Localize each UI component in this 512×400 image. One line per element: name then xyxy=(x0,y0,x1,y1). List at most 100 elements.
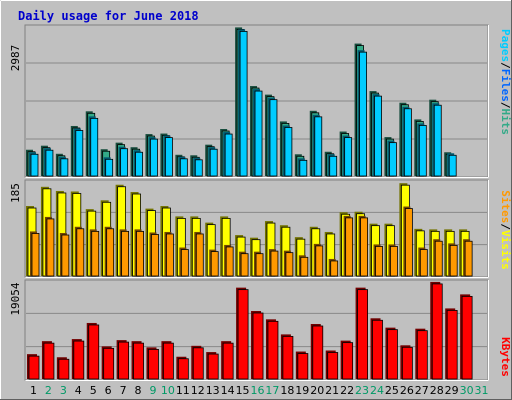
sites-bar xyxy=(464,240,473,277)
legend-sep-3: / xyxy=(499,223,512,230)
sites-bar xyxy=(240,253,249,277)
sites-bar xyxy=(375,246,383,277)
kbytes-bar xyxy=(192,347,204,380)
x-tick-labels: 1 2 3 4 5 6 7 8 9 10 11 12 13 14 15 16 17 18 19 20 21 22 23 24 2… xyxy=(30,384,489,397)
x-tick-label: 12 xyxy=(191,384,205,397)
x-tick-label: 3 xyxy=(60,384,67,397)
sites-bar xyxy=(360,217,368,277)
x-tick-label: 24 xyxy=(370,384,384,397)
mid-legend: Sites/Visits xyxy=(499,190,512,270)
chart-title: Daily usage for June 2018 xyxy=(18,9,199,23)
kbytes-bar xyxy=(237,289,249,380)
files-bar xyxy=(359,51,367,177)
kbytes-bar xyxy=(163,342,174,380)
kbytes-bar xyxy=(118,341,130,380)
panel-frames xyxy=(24,24,489,381)
sites-bar xyxy=(91,230,100,277)
files-bar xyxy=(45,149,54,177)
kbytes-bar xyxy=(252,312,264,380)
top-max-label: 2987 xyxy=(9,45,22,72)
legend-sep-1: / xyxy=(499,62,512,69)
files-bar xyxy=(269,99,278,177)
kbytes-bar xyxy=(401,346,413,380)
files-bar xyxy=(60,158,69,177)
x-tick-label: 22 xyxy=(340,384,354,397)
kbytes-bar xyxy=(357,289,368,380)
x-tick-label: 29 xyxy=(445,384,459,397)
x-tick-label: 15 xyxy=(236,384,250,397)
files-bar xyxy=(194,159,203,177)
files-bar xyxy=(120,148,129,177)
bars xyxy=(26,27,473,380)
sites-bar xyxy=(180,249,189,277)
files-bar xyxy=(433,104,442,177)
x-tick-label: 23 xyxy=(355,384,369,397)
x-tick-label: 11 xyxy=(176,384,190,397)
x-tick-label: 28 xyxy=(430,384,444,397)
kbytes-bar xyxy=(342,342,354,380)
x-tick-label: 21 xyxy=(325,384,339,397)
x-tick-label: 26 xyxy=(400,384,414,397)
sites-bar xyxy=(390,246,398,277)
sites-bar xyxy=(300,256,309,277)
files-bar xyxy=(165,137,173,177)
sites-bar xyxy=(434,240,443,277)
files-bar xyxy=(30,153,39,177)
sites-bar xyxy=(46,218,55,277)
files-bar xyxy=(135,151,143,177)
files-bar xyxy=(224,133,233,177)
sites-bar xyxy=(255,253,264,277)
sites-bar xyxy=(419,249,428,277)
kbytes-bar xyxy=(297,353,309,380)
x-tick-label: 20 xyxy=(310,384,324,397)
kbytes-bar xyxy=(148,348,159,380)
legend-sep-2: / xyxy=(499,102,512,109)
files-bar xyxy=(418,125,427,177)
files-bar xyxy=(239,31,248,177)
kbytes-bar xyxy=(387,329,398,380)
kbytes-bar xyxy=(312,325,324,380)
files-bar xyxy=(105,158,114,177)
x-tick-label: 30 xyxy=(460,384,474,397)
x-tick-label: 6 xyxy=(105,384,112,397)
x-tick-label: 7 xyxy=(120,384,127,397)
sites-bar xyxy=(449,244,458,277)
files-bar xyxy=(403,108,412,177)
files-bar xyxy=(374,95,382,177)
kbytes-bar xyxy=(28,355,40,380)
kbytes-bar xyxy=(461,295,473,380)
x-tick-label: 4 xyxy=(75,384,82,397)
files-bar xyxy=(314,116,323,177)
sites-bar xyxy=(345,217,354,277)
sites-bar xyxy=(106,228,115,277)
kbytes-bar xyxy=(58,358,70,380)
kbytes-bar xyxy=(177,358,189,380)
top-legend: Pages/Files/Hits xyxy=(499,29,512,135)
x-tick-label: 25 xyxy=(385,384,399,397)
x-tick-label: 13 xyxy=(206,384,220,397)
bot-legend: KBytes xyxy=(499,337,512,377)
files-bar xyxy=(389,142,397,177)
sites-bar xyxy=(151,234,159,277)
x-tick-label: 5 xyxy=(90,384,97,397)
x-tick-label: 10 xyxy=(161,384,175,397)
kbytes-bar xyxy=(88,324,100,380)
x-tick-label: 27 xyxy=(415,384,429,397)
sites-bar xyxy=(330,260,339,277)
kbytes-bar xyxy=(372,319,383,380)
sites-bar xyxy=(210,251,219,277)
kbytes-bar xyxy=(282,335,294,380)
x-tick-label: 18 xyxy=(280,384,294,397)
mid-max-label: 185 xyxy=(9,183,22,203)
kbytes-bar xyxy=(133,342,144,380)
sites-bar xyxy=(121,230,130,277)
kbytes-bar xyxy=(103,347,115,380)
x-tick-label: 9 xyxy=(149,384,156,397)
sites-bar xyxy=(285,252,294,277)
files-bar xyxy=(344,137,353,177)
sites-bar xyxy=(270,250,279,277)
kbytes-bar xyxy=(207,353,219,380)
sites-bar xyxy=(76,228,85,277)
sites-bar xyxy=(195,233,204,277)
